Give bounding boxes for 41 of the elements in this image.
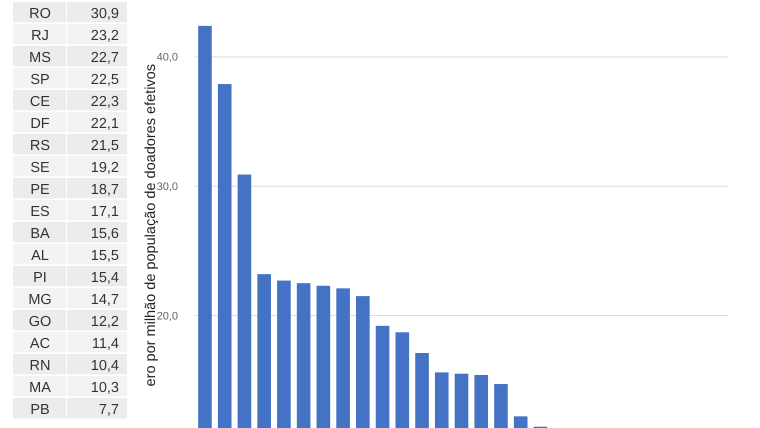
- category-label: SE: [30, 160, 50, 176]
- text: 15,6: [90, 226, 119, 242]
- text: 21,5: [90, 138, 119, 154]
- category-label: BA: [30, 226, 50, 242]
- category-label: DF: [30, 116, 50, 132]
- text: 22,7: [90, 50, 119, 66]
- category-label: AL: [31, 248, 49, 264]
- category-label: ES: [30, 204, 50, 220]
- category-label: RS: [30, 138, 50, 154]
- text: 10,3: [90, 380, 119, 396]
- category-label: RO: [29, 6, 51, 22]
- category-label: PB: [30, 402, 50, 418]
- y-tick-label: 30,0: [156, 181, 178, 194]
- category-label: MA: [29, 380, 52, 396]
- category-label: PI: [33, 270, 47, 286]
- category-label: GO: [28, 314, 52, 330]
- text: 10,4: [90, 358, 119, 374]
- text: 7,7: [98, 402, 119, 418]
- category-label: RN: [30, 358, 50, 374]
- text: 23,2: [90, 28, 119, 44]
- text: 22,5: [90, 72, 119, 88]
- category-label: MG: [28, 292, 52, 308]
- text: 14,7: [90, 292, 119, 308]
- category-label: PE: [30, 182, 50, 198]
- category-label: SP: [30, 72, 50, 88]
- y-tick-label: 40,0: [156, 52, 178, 64]
- y-tick-label: 20,0: [156, 310, 178, 322]
- category-label: RJ: [31, 28, 49, 44]
- category-label: MS: [29, 50, 51, 66]
- category-label: AC: [30, 336, 50, 352]
- text: 15,4: [90, 270, 119, 286]
- text: 11,4: [92, 336, 119, 352]
- text: 22,1: [90, 116, 119, 132]
- category-label: CE: [30, 94, 50, 110]
- text: 30,9: [90, 6, 119, 22]
- text: 12,2: [90, 314, 119, 330]
- text: 15,5: [90, 248, 119, 264]
- text: 22,3: [90, 94, 119, 110]
- text: 17,1: [90, 204, 119, 220]
- text: 19,2: [90, 160, 119, 176]
- text: 18,7: [90, 182, 119, 198]
